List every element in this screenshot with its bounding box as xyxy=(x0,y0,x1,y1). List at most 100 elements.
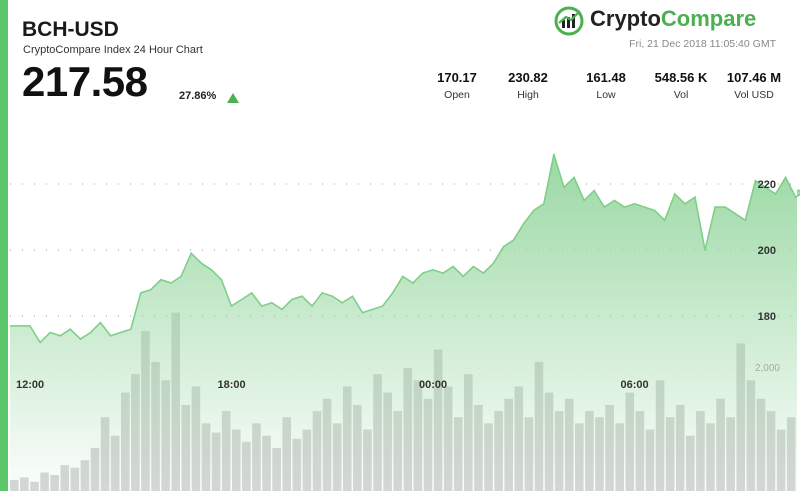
price-point xyxy=(150,288,152,291)
price-line xyxy=(10,154,800,344)
price-point xyxy=(462,275,465,278)
stat-high: 230.82 High xyxy=(500,70,556,101)
price-point xyxy=(744,219,747,222)
y-tick-label: 200 xyxy=(758,245,776,257)
price-point xyxy=(794,196,797,198)
price-point xyxy=(684,203,686,205)
y-tick-label: 180 xyxy=(758,311,776,323)
x-tick-label: 00:00 xyxy=(419,379,447,391)
price-point xyxy=(502,245,505,248)
price-point xyxy=(170,282,172,284)
price-point xyxy=(321,292,323,294)
price-area xyxy=(10,154,800,491)
up-arrow-icon xyxy=(227,93,239,103)
stat-label: Vol USD xyxy=(734,89,774,101)
price-point xyxy=(714,206,716,208)
price-point xyxy=(603,206,606,208)
price-point xyxy=(694,196,696,198)
price-point xyxy=(674,193,676,195)
price-point xyxy=(482,272,485,274)
pair-title: BCH-USD xyxy=(22,18,119,41)
price-point xyxy=(381,305,384,307)
price-point xyxy=(260,305,263,307)
brand-logo: CryptoCompare xyxy=(590,6,756,32)
price-point xyxy=(301,295,303,298)
price-point xyxy=(29,325,31,327)
price-point xyxy=(281,308,283,311)
price-point xyxy=(371,308,374,311)
accent-border xyxy=(0,0,8,491)
volume-tick-label: 2,000 xyxy=(755,363,780,374)
stat-value: 548.56 K xyxy=(654,70,708,85)
price-point xyxy=(643,206,646,208)
price-point xyxy=(734,212,737,215)
stat-value: 107.46 M xyxy=(726,70,782,85)
price-point xyxy=(432,269,434,271)
stat-value: 170.17 xyxy=(437,70,477,85)
stat-open: 170.17 Open xyxy=(432,70,482,101)
stat-vol: 548.56 K Vol xyxy=(649,70,713,101)
timestamp: Fri, 21 Dec 2018 11:05:40 GMT xyxy=(629,38,776,50)
stat-label: Low xyxy=(596,89,616,101)
price-point xyxy=(39,341,41,344)
price-point xyxy=(89,331,92,334)
price-point xyxy=(472,265,475,268)
price-point xyxy=(401,275,404,278)
price-point xyxy=(351,295,354,298)
price-point xyxy=(412,282,414,284)
price-point xyxy=(774,193,777,195)
price-point xyxy=(49,331,51,334)
stat-vol-usd: 107.46 M Vol USD xyxy=(720,70,788,101)
price-point xyxy=(291,298,293,301)
price-point xyxy=(623,206,626,208)
x-tick-label: 12:00 xyxy=(16,379,44,391)
x-tick-label: 18:00 xyxy=(218,379,246,391)
price-point xyxy=(160,278,162,281)
price-point xyxy=(250,292,253,294)
x-tick-label: 06:00 xyxy=(621,379,649,391)
price-point xyxy=(220,278,223,281)
price-point xyxy=(573,176,575,179)
price-point xyxy=(583,199,585,202)
price-point xyxy=(109,335,112,337)
price-point xyxy=(341,302,344,304)
price-point xyxy=(200,262,203,265)
logo-text-compare: Compare xyxy=(660,6,757,31)
price-point xyxy=(422,272,424,274)
stat-value: 161.48 xyxy=(586,70,626,85)
current-price: 217.58 xyxy=(22,58,148,105)
price-point xyxy=(633,203,636,205)
price-point xyxy=(754,179,757,182)
price-point xyxy=(653,209,656,212)
price-point xyxy=(543,203,545,205)
change-percent: 27.86% xyxy=(179,90,217,102)
price-point xyxy=(764,186,767,189)
price-point xyxy=(230,305,233,307)
stat-label: Open xyxy=(444,89,470,101)
price-point xyxy=(210,269,213,271)
price-point xyxy=(784,176,787,179)
price-point xyxy=(361,311,364,314)
price-point xyxy=(129,328,132,331)
price-point xyxy=(452,265,454,268)
price-point xyxy=(613,199,616,202)
price-point xyxy=(331,295,334,298)
price-point xyxy=(190,252,192,255)
price-point xyxy=(59,335,62,337)
price-point xyxy=(119,331,122,334)
logo-text-crypto: Crypto xyxy=(590,6,661,31)
price-point xyxy=(442,272,444,274)
cryptocompare-logo-icon xyxy=(554,6,584,36)
price-point xyxy=(79,338,82,340)
stat-low: 161.48 Low xyxy=(578,70,634,101)
price-point xyxy=(553,153,555,156)
price-point xyxy=(563,186,565,189)
price-point xyxy=(311,305,313,307)
price-point xyxy=(99,321,102,324)
price-point xyxy=(271,302,273,304)
price-point xyxy=(724,206,726,208)
price-point xyxy=(391,292,394,294)
price-point xyxy=(492,262,495,265)
chart-subtitle: CryptoCompare Index 24 Hour Chart xyxy=(23,44,203,56)
